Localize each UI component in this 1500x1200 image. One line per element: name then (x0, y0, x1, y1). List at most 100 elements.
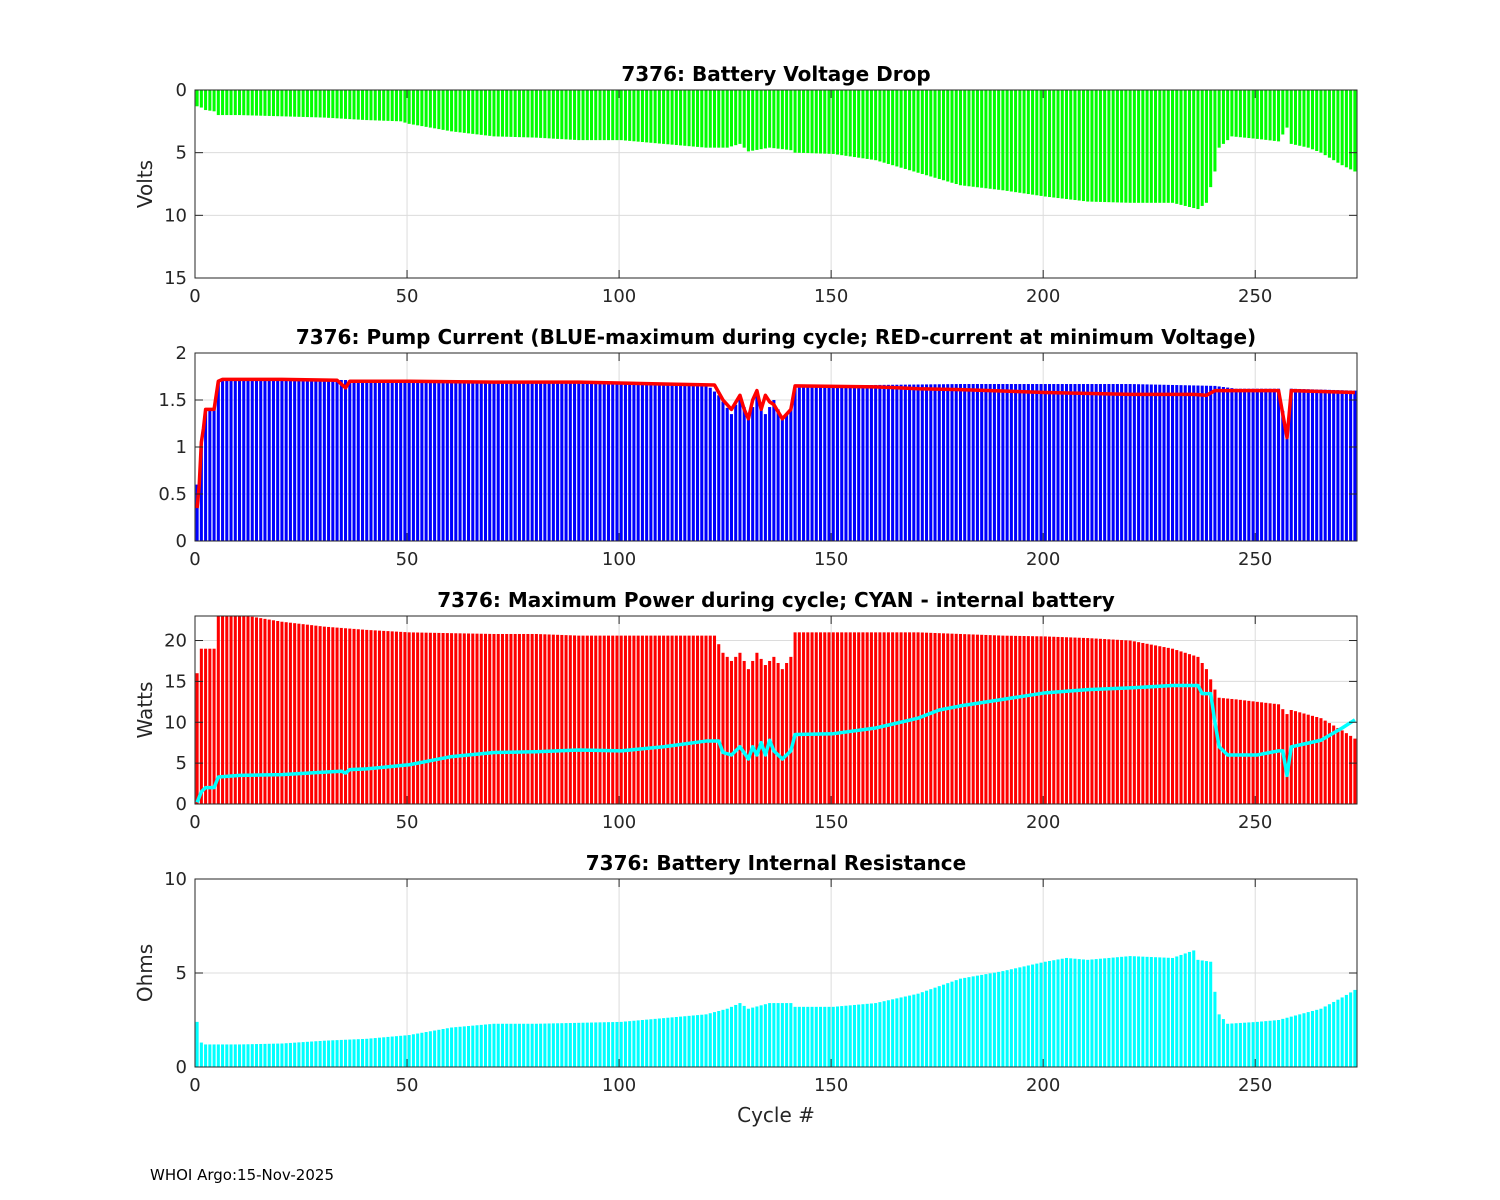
bar (1060, 637, 1064, 804)
bar (543, 1023, 547, 1067)
bar (547, 90, 551, 139)
bar (696, 1015, 700, 1067)
bar (301, 1042, 305, 1067)
bar (941, 384, 946, 541)
bar (687, 90, 691, 147)
bar (963, 634, 967, 804)
bar (382, 1037, 386, 1067)
bar (1327, 90, 1331, 158)
bar (547, 381, 551, 541)
bar (1260, 1021, 1264, 1067)
bar (874, 90, 878, 161)
bar (1098, 638, 1102, 804)
bar (344, 1039, 348, 1067)
bar (759, 1005, 763, 1067)
bar (479, 1024, 483, 1067)
bar (729, 660, 733, 804)
bar (445, 90, 449, 131)
bar (865, 90, 869, 159)
bar (454, 633, 458, 804)
bar (763, 414, 767, 541)
bar (751, 1007, 755, 1067)
bar (208, 648, 212, 804)
bar (950, 981, 954, 1067)
y-tick-label: 10 (164, 205, 187, 226)
bar (1243, 1022, 1247, 1067)
bar (467, 1026, 471, 1067)
x-tick-label: 250 (1238, 549, 1272, 570)
bar (517, 633, 521, 804)
bar (1213, 385, 1217, 541)
bar (814, 1006, 818, 1067)
bar (373, 1038, 377, 1067)
bar (785, 663, 789, 804)
bar (992, 384, 996, 541)
bar (1009, 90, 1013, 192)
bar (216, 90, 220, 116)
bar (212, 409, 216, 541)
bar (318, 626, 322, 804)
bar (1204, 669, 1208, 804)
bar (1018, 384, 1022, 541)
bar (1247, 90, 1251, 139)
bar (1115, 384, 1119, 541)
bar (1069, 637, 1073, 804)
bar (458, 1026, 462, 1067)
bar (980, 384, 984, 541)
bar (263, 379, 267, 541)
bar (479, 90, 483, 135)
bar (420, 380, 424, 541)
bar (878, 90, 882, 162)
bar (831, 632, 835, 804)
bar (1166, 647, 1170, 804)
bar (933, 633, 937, 804)
bar (704, 90, 708, 148)
bar (1111, 384, 1115, 541)
bar (1149, 384, 1153, 541)
bar (1166, 957, 1170, 1067)
bar (623, 635, 627, 804)
bar (712, 635, 717, 804)
bar (878, 1002, 882, 1067)
bar (657, 635, 661, 804)
bar (806, 385, 810, 541)
bar (509, 381, 513, 541)
bar (700, 1014, 704, 1067)
bar (530, 90, 534, 138)
bar (963, 90, 967, 186)
bar (759, 90, 763, 150)
bar (1183, 90, 1187, 206)
bar (912, 994, 916, 1067)
bar (1005, 970, 1009, 1067)
bar (1056, 636, 1060, 804)
axes-frame (194, 89, 1358, 279)
bar (1056, 384, 1060, 541)
bar (984, 384, 988, 541)
bar (310, 379, 314, 541)
bar (407, 380, 411, 541)
bar (284, 1043, 288, 1067)
bar (802, 385, 806, 541)
bar (1272, 90, 1276, 141)
bar (1005, 635, 1009, 804)
bar (539, 1023, 543, 1067)
bar (763, 90, 767, 149)
bar (1344, 994, 1348, 1067)
bar (1336, 999, 1340, 1067)
bar (195, 673, 199, 804)
bar (691, 1015, 695, 1067)
bar (416, 1033, 420, 1067)
bar (386, 631, 390, 804)
bar (700, 90, 704, 148)
bar (891, 384, 895, 541)
bar (1103, 639, 1107, 804)
bar (199, 648, 203, 804)
bar (335, 90, 339, 119)
bar (649, 383, 653, 541)
y-tick-label: 0 (176, 80, 187, 101)
bar (780, 669, 784, 804)
bar (963, 384, 967, 541)
bar (729, 414, 733, 541)
bar (623, 1021, 627, 1067)
bar (1187, 90, 1192, 207)
